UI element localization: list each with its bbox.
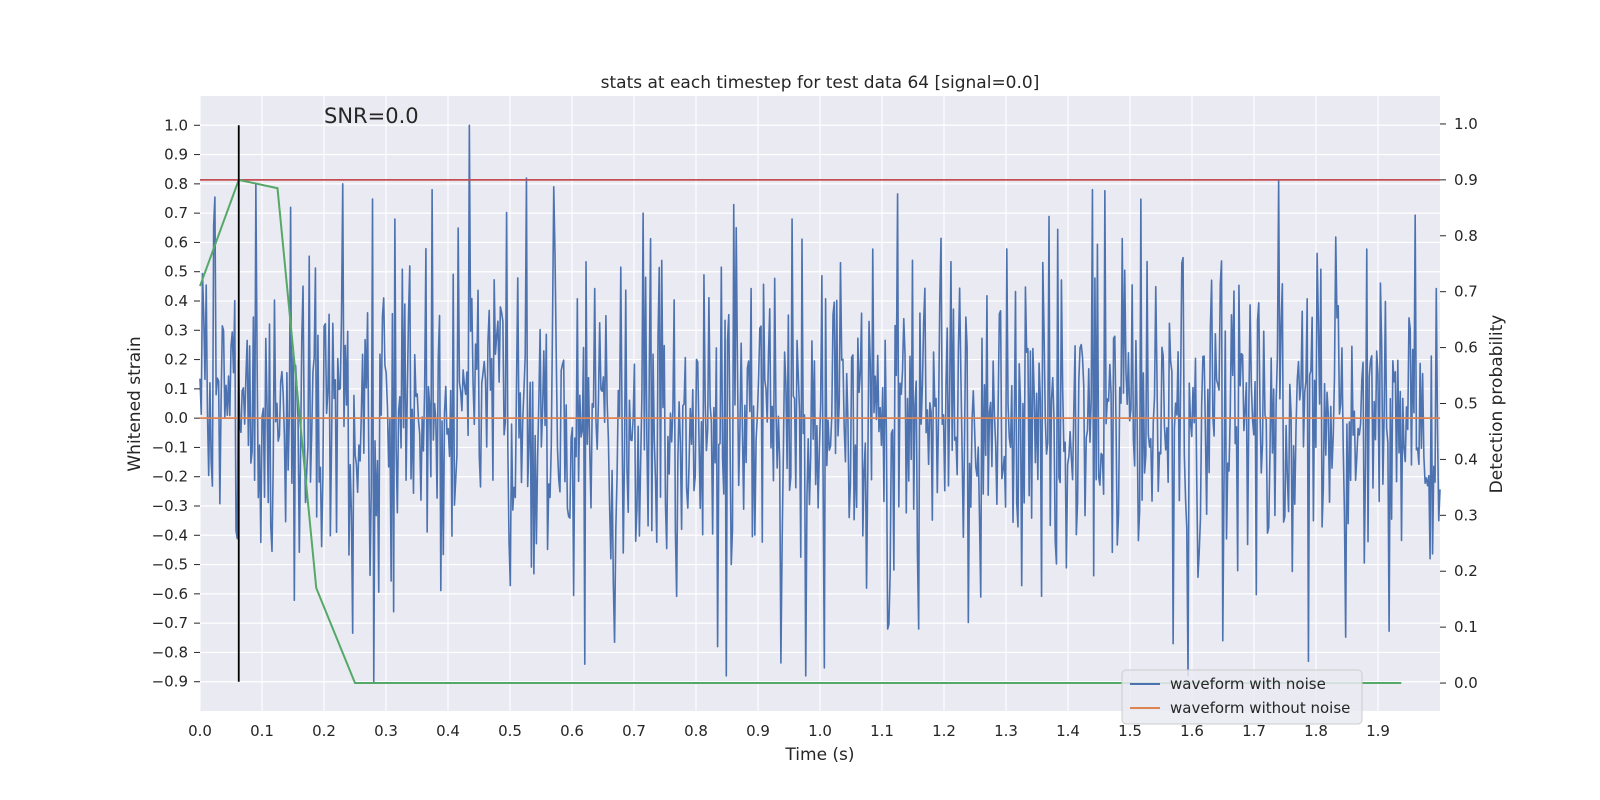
x-tick-label: 0.0 bbox=[188, 722, 212, 740]
snr-annotation: SNR=0.0 bbox=[324, 104, 419, 128]
y2-tick-label: 0.8 bbox=[1454, 227, 1478, 245]
x-tick-label: 1.1 bbox=[870, 722, 894, 740]
y-tick-label: 0.4 bbox=[164, 292, 188, 310]
x-tick-label: 1.9 bbox=[1366, 722, 1390, 740]
x-tick-label: 1.4 bbox=[1056, 722, 1080, 740]
legend-label-noise: waveform with noise bbox=[1170, 675, 1326, 693]
y2-tick-label: 0.9 bbox=[1454, 171, 1478, 189]
y-tick-label: 0.0 bbox=[164, 409, 188, 427]
x-tick-label: 1.8 bbox=[1304, 722, 1328, 740]
y-tick-label: −0.4 bbox=[152, 526, 188, 544]
x-tick-label: 0.8 bbox=[684, 722, 708, 740]
x-tick-label: 1.7 bbox=[1242, 722, 1266, 740]
y2-axis-label: Detection probability bbox=[1487, 315, 1507, 494]
x-tick-label: 0.5 bbox=[498, 722, 522, 740]
series-layer bbox=[199, 124, 1441, 685]
y-tick-label: 0.1 bbox=[164, 380, 188, 398]
y-tick-label: −0.6 bbox=[152, 585, 188, 603]
y2-tick-label: 0.1 bbox=[1454, 618, 1478, 636]
legend-box bbox=[1121, 669, 1363, 725]
x-tick-label: 0.2 bbox=[312, 722, 336, 740]
y-tick-label: 0.6 bbox=[164, 233, 188, 251]
y-axis-label: Whitened strain bbox=[125, 336, 145, 471]
y-tick-label: 0.2 bbox=[164, 351, 188, 369]
y2-tick-label: 0.2 bbox=[1454, 562, 1478, 580]
y2-tick-label: 0.0 bbox=[1454, 674, 1478, 692]
x-tick-label: 0.9 bbox=[746, 722, 770, 740]
x-tick-label: 0.4 bbox=[436, 722, 460, 740]
chart-title: stats at each timestep for test data 64 … bbox=[601, 73, 1040, 93]
y2-tick-labels: 1.0 0.9 0.8 0.7 0.6 0.5 0.4 0.3 0.2 0.1 0.0 bbox=[1440, 115, 1478, 692]
y-tick-label: 0.5 bbox=[164, 263, 188, 281]
y-tick-label: −0.5 bbox=[152, 556, 188, 574]
y2-tick-label: 0.3 bbox=[1454, 506, 1478, 524]
y-tick-label: −0.2 bbox=[152, 468, 188, 486]
x-tick-label: 1.5 bbox=[1118, 722, 1142, 740]
x-tick-label: 0.6 bbox=[560, 722, 584, 740]
y-tick-label: 1.0 bbox=[164, 116, 188, 134]
y-tick-label: 0.8 bbox=[164, 175, 188, 193]
y-tick-label: −0.8 bbox=[152, 643, 188, 661]
y2-tick-label: 0.5 bbox=[1454, 395, 1478, 413]
x-tick-label: 0.3 bbox=[374, 722, 398, 740]
y2-tick-label: 1.0 bbox=[1454, 115, 1478, 133]
y2-tick-label: 0.7 bbox=[1454, 283, 1478, 301]
series-waveform-with-noise bbox=[199, 124, 1441, 683]
x-tick-labels: 0.0 0.1 0.2 0.3 0.4 0.5 0.6 0.7 0.8 0.9 1.0 1.1 1.2 1… bbox=[188, 722, 1390, 740]
y-tick-label: −0.1 bbox=[152, 438, 188, 456]
y-tick-label: 0.7 bbox=[164, 204, 188, 222]
y-tick-label: −0.9 bbox=[152, 673, 188, 691]
x-axis-label: Time (s) bbox=[784, 745, 854, 765]
legend: waveform with noise waveform without noi… bbox=[1121, 669, 1363, 725]
x-tick-label: 1.2 bbox=[932, 722, 956, 740]
y-tick-label: −0.3 bbox=[152, 497, 188, 515]
y2-tick-label: 0.6 bbox=[1454, 339, 1478, 357]
x-tick-label: 1.3 bbox=[994, 722, 1018, 740]
x-tick-label: 1.6 bbox=[1180, 722, 1204, 740]
y-tick-label: −0.7 bbox=[152, 614, 188, 632]
x-tick-label: 1.0 bbox=[808, 722, 832, 740]
x-tick-label: 0.7 bbox=[622, 722, 646, 740]
x-tick-label: 0.1 bbox=[250, 722, 274, 740]
y2-tick-label: 0.4 bbox=[1454, 450, 1478, 468]
y-tick-label: 0.3 bbox=[164, 321, 188, 339]
series-detection-probability bbox=[199, 178, 1402, 685]
legend-label-clean: waveform without noise bbox=[1170, 699, 1350, 717]
y-tick-label: 0.9 bbox=[164, 146, 188, 164]
y-tick-labels: 1.0 0.9 0.8 0.7 0.6 0.5 0.4 0.3 0.2 0.1 0.0 −0.1 −0.… bbox=[152, 116, 200, 691]
